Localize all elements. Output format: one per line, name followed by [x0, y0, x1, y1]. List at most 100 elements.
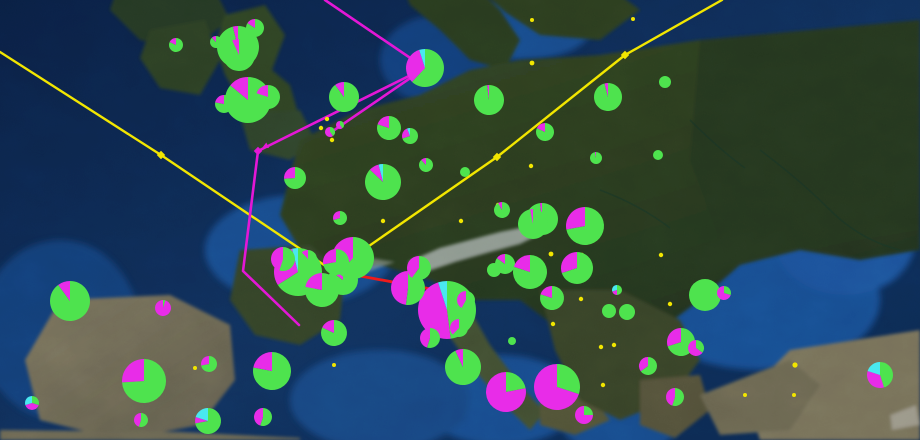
pie-scotland-c[interactable]: [222, 39, 255, 71]
pie-bucharest[interactable]: [689, 279, 721, 311]
pie-vilnius[interactable]: [594, 83, 623, 111]
pie-england-north[interactable]: [225, 77, 271, 123]
dot-waypoint[interactable]: [528, 163, 534, 169]
pie-taranto[interactable]: [575, 406, 593, 424]
pie-ireland[interactable]: [210, 36, 222, 48]
pie-zurich-alps[interactable]: [611, 285, 622, 296]
pie-barcelona[interactable]: [253, 352, 292, 390]
pie-cluj[interactable]: [619, 304, 635, 320]
dot-waypoint[interactable]: [193, 366, 197, 370]
pie-thessaloniki[interactable]: [666, 388, 684, 406]
pie-ljubljana[interactable]: [517, 209, 548, 240]
pie-bari[interactable]: [534, 364, 581, 411]
pie-north-sea-small[interactable]: [336, 121, 344, 129]
dot-waypoint[interactable]: [792, 362, 798, 368]
dot-waypoint[interactable]: [792, 393, 796, 397]
dot-waypoint[interactable]: [380, 218, 386, 224]
pie-moscow-road[interactable]: [653, 150, 663, 160]
pie-milan-slice-cyan-share: [438, 281, 447, 310]
pie-zaragoza[interactable]: [201, 356, 218, 372]
pie-paris-sat[interactable]: [271, 247, 295, 272]
dot-waypoint[interactable]: [458, 218, 464, 224]
pie-bremen-slice-green-share: [330, 127, 336, 137]
route-yellow-northwest[interactable]: [0, 50, 335, 273]
pie-brno[interactable]: [460, 167, 470, 177]
pie-santander[interactable]: [155, 300, 172, 316]
pie-rome[interactable]: [444, 349, 481, 385]
pie-warsaw[interactable]: [474, 85, 504, 115]
pie-bilbao[interactable]: [50, 281, 91, 322]
route-yellow-northwest-waypoint-marker[interactable]: [156, 150, 166, 160]
pie-england-manchester[interactable]: [255, 85, 280, 110]
dot-waypoint[interactable]: [598, 344, 604, 350]
pie-vienna[interactable]: [418, 158, 433, 173]
pie-bratislava[interactable]: [493, 202, 511, 218]
pie-venice[interactable]: [456, 291, 475, 309]
pie-venice-slice-green-share: [461, 291, 475, 309]
dot-waypoint[interactable]: [530, 18, 534, 22]
pie-scotland-n[interactable]: [246, 19, 264, 37]
pie-lisbon[interactable]: [24, 396, 40, 410]
pie-kaliningrad[interactable]: [659, 76, 671, 88]
pie-plovdiv[interactable]: [688, 340, 704, 356]
pie-skopje[interactable]: [639, 357, 657, 375]
route-yellow-northeast-waypoint-marker[interactable]: [620, 50, 630, 60]
pie-hannover[interactable]: [402, 128, 418, 144]
route-magenta-west[interactable]: [328, 66, 427, 135]
dot-waypoint[interactable]: [667, 301, 673, 307]
pie-bremen[interactable]: [325, 127, 336, 137]
pie-constanta[interactable]: [717, 286, 732, 300]
pie-scotland-c-slice-magenta-share: [232, 39, 239, 55]
pie-wales[interactable]: [215, 95, 233, 113]
dot-waypoint[interactable]: [318, 125, 324, 131]
pie-bratislava-slice-magenta-share: [498, 202, 502, 210]
pie-kiev[interactable]: [590, 152, 602, 164]
pie-belgrade[interactable]: [540, 286, 565, 310]
pie-marseille[interactable]: [321, 320, 348, 347]
pie-sevilla[interactable]: [133, 413, 148, 428]
pie-florence[interactable]: [450, 319, 468, 337]
pie-genova[interactable]: [508, 337, 516, 345]
pie-verona[interactable]: [407, 256, 432, 281]
pie-naples[interactable]: [486, 372, 526, 412]
dot-waypoint[interactable]: [529, 60, 535, 66]
pie-valencia[interactable]: [253, 408, 272, 426]
dot-waypoint[interactable]: [332, 363, 336, 367]
pie-denmark-hub[interactable]: [406, 49, 444, 87]
pie-berlin[interactable]: [377, 116, 402, 141]
pie-salzburg[interactable]: [513, 255, 548, 289]
pie-prague[interactable]: [365, 164, 401, 200]
dot-waypoint[interactable]: [550, 321, 556, 327]
pie-zurich[interactable]: [284, 167, 306, 189]
dot-waypoint[interactable]: [324, 116, 330, 122]
pie-budapest[interactable]: [566, 207, 604, 246]
pie-hamburg[interactable]: [329, 82, 360, 112]
pie-porto[interactable]: [195, 408, 221, 435]
pie-munich[interactable]: [333, 211, 348, 226]
dot-waypoint[interactable]: [631, 17, 635, 21]
route-magenta-southwest-waypoint-marker[interactable]: [253, 146, 263, 156]
dot-waypoint[interactable]: [548, 251, 554, 257]
pie-markers-layer[interactable]: [24, 19, 894, 435]
dot-waypoint[interactable]: [578, 296, 584, 302]
pie-minsk[interactable]: [536, 123, 554, 142]
pie-madrid[interactable]: [122, 359, 166, 403]
dot-waypoint[interactable]: [329, 137, 335, 143]
route-yellow-northeast[interactable]: [331, 0, 724, 273]
dot-waypoint[interactable]: [743, 393, 747, 397]
pie-zagreb[interactable]: [561, 252, 593, 284]
pie-basel[interactable]: [299, 250, 318, 268]
pie-graz[interactable]: [487, 263, 501, 277]
route-yellow-northeast-waypoint-marker[interactable]: [492, 152, 502, 162]
dot-waypoint[interactable]: [611, 342, 617, 348]
pie-timisoara[interactable]: [602, 304, 616, 318]
dot-waypoint[interactable]: [600, 382, 606, 388]
pie-northern-ireland[interactable]: [169, 38, 184, 53]
pie-frankfurt[interactable]: [322, 249, 349, 275]
dot-waypoint[interactable]: [658, 252, 664, 258]
pie-bologna[interactable]: [419, 328, 440, 348]
pie-ankara[interactable]: [867, 362, 894, 389]
route-magenta-north[interactable]: [323, 0, 427, 70]
